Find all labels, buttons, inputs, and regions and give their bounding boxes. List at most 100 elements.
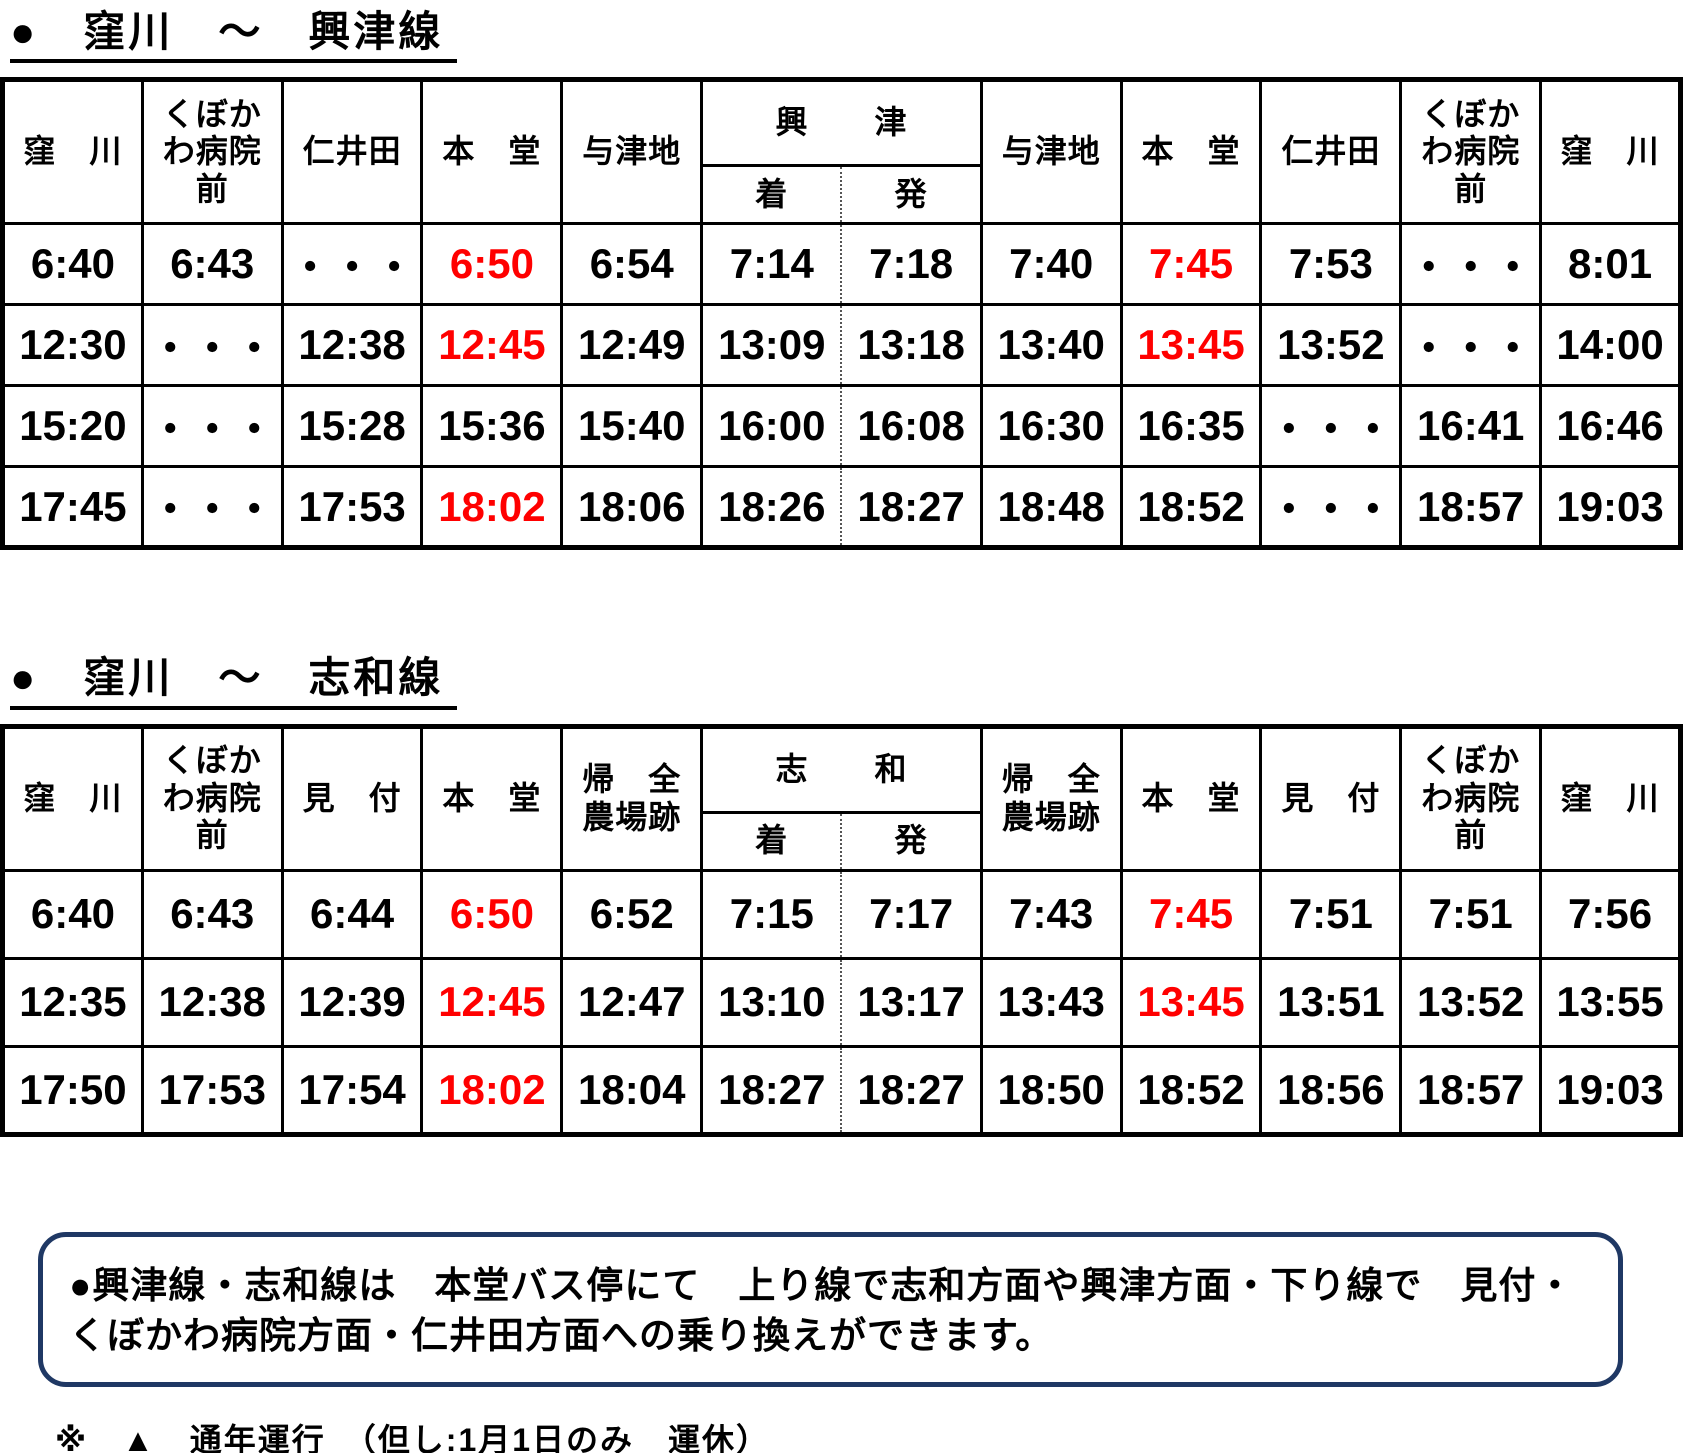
time-cell: 8:01	[1539, 222, 1682, 307]
stop-header: 窪 川	[1539, 724, 1682, 872]
stop-header: 見 付	[280, 724, 424, 872]
time-cell: 18:04	[560, 1044, 704, 1136]
time-cell: 18:57	[1399, 1044, 1543, 1136]
time-cell: 15:40	[560, 384, 704, 469]
stop-header: くぼか わ病院 前	[140, 724, 284, 872]
timetable-shiwa-line: 窪 川くぼか わ病院 前見 付本 堂帰 全 農場跡志 和帰 全 農場跡本 堂見 …	[0, 723, 1683, 1137]
time-cell: 15:36	[420, 384, 564, 469]
time-cell: 12:35	[1, 956, 144, 1048]
transfer-note-text: ●興津線・志和線は 本堂バス停にて 上り線で志和方面や興津方面・下り線で 見付・…	[69, 1264, 1575, 1356]
stop-header: 本 堂	[420, 78, 564, 226]
stop-header: 仁井田	[1259, 78, 1403, 226]
time-cell: 13:55	[1539, 956, 1682, 1048]
stop-header: 帰 全 農場跡	[979, 724, 1123, 872]
time-cell: 16:46	[1539, 384, 1682, 469]
time-cell: 13:51	[1259, 956, 1403, 1048]
time-cell: 18:26	[700, 465, 843, 550]
time-cell: 18:48	[979, 465, 1123, 550]
time-cell: 12:45	[420, 303, 564, 388]
terminal-header: 興 津	[700, 78, 983, 168]
stop-header: くぼか わ病院 前	[1399, 78, 1543, 226]
time-cell: 13:52	[1259, 303, 1403, 388]
stop-header: 着	[700, 811, 843, 872]
no-stop-cell: ・・・	[1399, 303, 1543, 388]
time-cell: 18:52	[1119, 465, 1263, 550]
time-cell: 18:27	[840, 1044, 983, 1136]
time-cell: 18:06	[560, 465, 704, 550]
stop-header: 与津地	[979, 78, 1123, 226]
okitsu-title-wrap: ● 窪川 ～ 興津線	[0, 0, 1684, 77]
time-cell: 6:40	[1, 222, 144, 307]
time-cell: 18:02	[420, 465, 564, 550]
no-stop-cell: ・・・	[280, 222, 424, 307]
time-cell: 17:53	[140, 1044, 284, 1136]
time-cell: 18:02	[420, 1044, 564, 1136]
footnote-text: ※ ▲ 通年運行 （但し:1月1日のみ 運休）	[55, 1422, 771, 1453]
time-cell: 13:17	[840, 956, 983, 1048]
time-cell: 7:17	[840, 868, 983, 960]
transfer-note-box: ●興津線・志和線は 本堂バス停にて 上り線で志和方面や興津方面・下り線で 見付・…	[38, 1231, 1623, 1388]
time-cell: 18:27	[840, 465, 983, 550]
time-cell: 15:28	[280, 384, 424, 469]
stop-header: 本 堂	[1119, 724, 1263, 872]
time-cell: 6:43	[140, 868, 284, 960]
time-cell: 6:54	[560, 222, 704, 307]
timetable-row: 6:40 6:43 ・・・ 6:50 6:54 7:14 7:18 7:40 7:45 7:53 ・…	[1, 222, 1682, 307]
time-cell: 13:10	[700, 956, 843, 1048]
time-cell: 17:54	[280, 1044, 424, 1136]
no-stop-cell: ・・・	[140, 303, 284, 388]
no-stop-cell: ・・・	[140, 465, 284, 550]
time-cell: 19:03	[1539, 465, 1682, 550]
time-cell: 12:39	[280, 956, 424, 1048]
time-cell: 16:08	[840, 384, 983, 469]
time-cell: 7:45	[1119, 868, 1263, 960]
time-cell: 7:53	[1259, 222, 1403, 307]
stop-header: 本 堂	[420, 724, 564, 872]
timetable-okitsu-line: 窪 川くぼか わ病院 前仁井田本 堂与津地興 津与津地本 堂仁井田 くぼか わ病院…	[0, 77, 1683, 551]
shiwa-title-wrap: ● 窪川 ～ 志和線	[0, 550, 1684, 723]
time-cell: 7:43	[979, 868, 1123, 960]
time-cell: 6:50	[420, 222, 564, 307]
time-cell: 6:52	[560, 868, 704, 960]
timetable-row: 6:40 6:43 6:44 6:50 6:52 7:15 7:17 7:43 7:45 7:51…	[1, 868, 1682, 960]
time-cell: 7:51	[1259, 868, 1403, 960]
stop-header: 仁井田	[280, 78, 424, 226]
time-cell: 13:40	[979, 303, 1123, 388]
no-stop-cell: ・・・	[1259, 465, 1403, 550]
time-cell: 6:50	[420, 868, 564, 960]
stop-header: 窪 川	[1, 724, 144, 872]
timetable-row: 17:45 ・・・ 17:53 18:02 18:06 18:26 18:27 18:48 18…	[1, 465, 1682, 550]
time-cell: 7:56	[1539, 868, 1682, 960]
no-stop-cell: ・・・	[1399, 222, 1543, 307]
time-cell: 16:41	[1399, 384, 1543, 469]
time-cell: 17:45	[1, 465, 144, 550]
time-cell: 18:57	[1399, 465, 1543, 550]
time-cell: 13:09	[700, 303, 843, 388]
time-cell: 7:18	[840, 222, 983, 307]
time-cell: 13:52	[1399, 956, 1543, 1048]
time-cell: 12:49	[560, 303, 704, 388]
time-cell: 12:38	[140, 956, 284, 1048]
stop-header: 発	[840, 164, 983, 226]
stop-header: 本 堂	[1119, 78, 1263, 226]
time-cell: 16:35	[1119, 384, 1263, 469]
time-cell: 7:14	[700, 222, 843, 307]
stop-header: 窪 川	[1539, 78, 1682, 226]
time-cell: 13:45	[1119, 956, 1263, 1048]
time-cell: 14:00	[1539, 303, 1682, 388]
terminal-header: 志 和	[700, 724, 983, 814]
stop-header: 窪 川	[1, 78, 144, 226]
time-cell: 16:00	[700, 384, 843, 469]
time-cell: 16:30	[979, 384, 1123, 469]
stop-header: くぼか わ病院 前	[1399, 724, 1543, 872]
time-cell: 17:50	[1, 1044, 144, 1136]
time-cell: 19:03	[1539, 1044, 1682, 1136]
time-cell: 7:45	[1119, 222, 1263, 307]
time-cell: 12:30	[1, 303, 144, 388]
stop-header: 帰 全 農場跡	[560, 724, 704, 872]
time-cell: 18:27	[700, 1044, 843, 1136]
stop-header: 見 付	[1259, 724, 1403, 872]
time-cell: 18:52	[1119, 1044, 1263, 1136]
stop-header: くぼか わ病院 前	[140, 78, 284, 226]
